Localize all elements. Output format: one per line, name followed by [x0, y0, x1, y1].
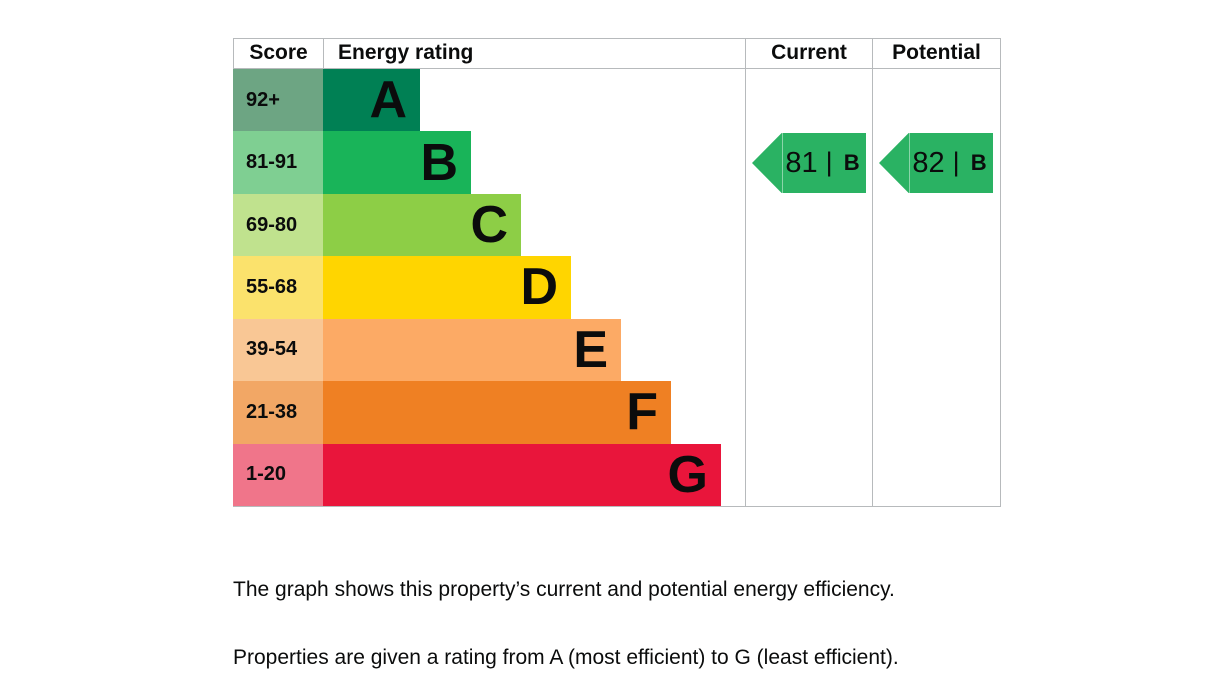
band-row-e: 39-54 E — [233, 318, 745, 382]
current-column-divider — [745, 38, 746, 506]
score-column-header: Score — [249, 41, 308, 64]
band-score-range: 81-91 — [233, 131, 323, 194]
score-column-divider — [323, 38, 324, 68]
band-bar: B — [323, 131, 471, 194]
header-border-left — [233, 38, 234, 68]
band-row-a: 92+ A — [233, 69, 745, 132]
potential-rating-score: 82 — [912, 146, 945, 179]
band-score-range: 1-20 — [233, 443, 323, 506]
band-letter: F — [626, 383, 658, 442]
band-letter: E — [573, 320, 608, 379]
band-row-b: 81-91 B — [233, 131, 745, 194]
band-bar: E — [323, 318, 621, 382]
table-border-top — [233, 38, 1001, 39]
band-letter: C — [470, 196, 508, 255]
rating-bands: 92+ A 81-91 B 69-80 C 55-68 D 39-54 — [233, 69, 745, 506]
current-rating-arrow: 81 | B — [752, 133, 866, 193]
band-row-g: 1-20 G — [233, 443, 745, 506]
band-bar: A — [323, 69, 420, 132]
caption-efficiency-description: The graph shows this property’s current … — [233, 578, 895, 601]
epc-rating-chart: Score Energy rating Current Potential 92… — [233, 38, 1001, 507]
band-score-range: 55-68 — [233, 256, 323, 319]
band-row-c: 69-80 C — [233, 193, 745, 257]
band-score-range: 69-80 — [233, 193, 323, 257]
table-border-bottom — [233, 506, 1001, 507]
band-letter: B — [420, 133, 458, 192]
band-bar: G — [323, 443, 721, 506]
table-border-right — [1000, 38, 1001, 506]
band-row-f: 21-38 F — [233, 381, 745, 444]
header-divider — [233, 68, 1001, 69]
band-letter: D — [520, 258, 558, 317]
band-letter: A — [369, 71, 407, 130]
current-rating-letter: B — [843, 150, 860, 175]
band-bar: F — [323, 381, 671, 444]
band-letter: G — [667, 445, 708, 504]
potential-rating-letter: B — [970, 150, 987, 175]
band-bar: D — [323, 256, 571, 319]
band-bar: C — [323, 193, 521, 257]
energy-rating-column-header: Energy rating — [338, 41, 474, 64]
potential-column-header: Potential — [892, 41, 981, 64]
rating-separator: | — [952, 146, 960, 177]
caption-rating-scale: Properties are given a rating from A (mo… — [233, 646, 899, 669]
band-row-d: 55-68 D — [233, 256, 745, 319]
potential-rating-arrow: 82 | B — [879, 133, 993, 193]
current-rating-score: 81 — [785, 146, 818, 179]
band-score-range: 39-54 — [233, 318, 323, 382]
band-score-range: 21-38 — [233, 381, 323, 444]
potential-column-divider — [872, 38, 873, 506]
rating-separator: | — [825, 146, 833, 177]
current-column-header: Current — [771, 41, 847, 64]
band-score-range: 92+ — [233, 69, 323, 132]
